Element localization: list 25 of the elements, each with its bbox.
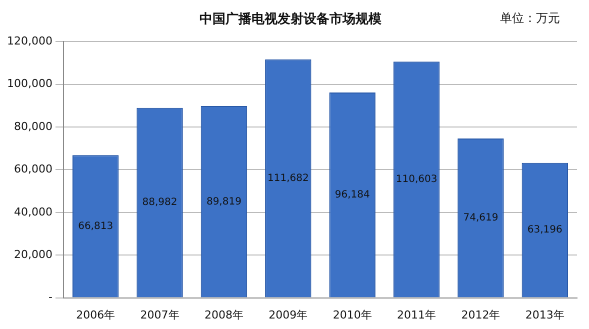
x-tick-label: 2012年 <box>461 308 500 322</box>
data-label: 96,184 <box>334 189 370 200</box>
y-tick-label: 40,000 <box>14 205 52 218</box>
x-tick-label: 2007年 <box>140 308 180 322</box>
y-tick-label: 60,000 <box>14 162 52 176</box>
data-label: 111,682 <box>267 172 309 184</box>
y-tick-label: - <box>48 290 53 304</box>
x-tick-label: 2009年 <box>268 308 308 322</box>
text: 单位：万元 <box>500 11 560 26</box>
y-tick-label: 100,000 <box>6 77 52 90</box>
data-label: 88,982 <box>142 197 178 208</box>
y-tick-label: 120,000 <box>6 34 52 48</box>
y-tick-label: 80,000 <box>14 120 52 133</box>
x-tick-label: 2011年 <box>397 308 436 322</box>
data-label: 89,819 <box>206 196 242 208</box>
x-tick-label: 2008年 <box>204 308 244 322</box>
data-label: 74,619 <box>463 212 498 224</box>
x-tick-label: 2013年 <box>525 308 564 322</box>
chart-title: 中国广播电视发射设备市场规模 <box>200 11 382 28</box>
data-label: 63,196 <box>527 224 562 236</box>
data-label: 110,603 <box>396 174 438 186</box>
y-tick-label: 20,000 <box>14 248 52 261</box>
data-label: 66,813 <box>78 220 114 232</box>
x-tick-label: 2006年 <box>76 308 116 322</box>
x-tick-label: 2010年 <box>332 308 372 322</box>
